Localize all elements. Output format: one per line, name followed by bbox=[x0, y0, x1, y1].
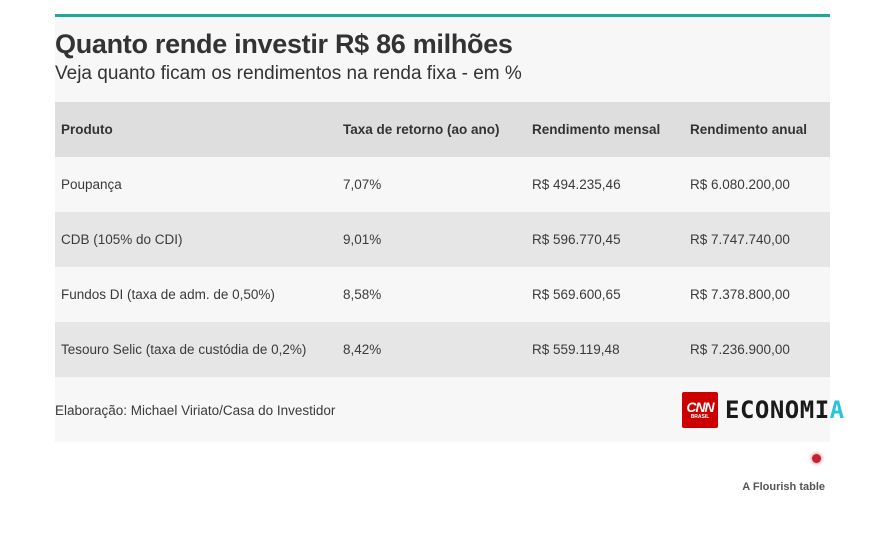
chart-subtitle: Veja quanto ficam os rendimentos na rend… bbox=[55, 63, 522, 84]
cell-taxa: 9,01% bbox=[343, 232, 382, 247]
cell-produto: Poupança bbox=[61, 177, 122, 192]
economia-wordmark-accent: A bbox=[829, 396, 845, 424]
column-header-produto[interactable]: Produto bbox=[61, 122, 113, 137]
cell-rendimento-mensal: R$ 569.600,65 bbox=[532, 287, 621, 302]
cnn-logo-text: CNN bbox=[686, 399, 714, 415]
column-header-rendimento-anual[interactable]: Rendimento anual bbox=[690, 122, 808, 137]
cell-taxa: 8,58% bbox=[343, 287, 382, 302]
table-row: Fundos DI (taxa de adm. de 0,50%) 8,58% … bbox=[55, 267, 830, 322]
flourish-credit-link[interactable]: A Flourish table bbox=[742, 481, 825, 493]
table-row: Tesouro Selic (taxa de custódia de 0,2%)… bbox=[55, 322, 830, 377]
cell-rendimento-anual: R$ 7.378.800,00 bbox=[690, 287, 790, 302]
cell-produto: Tesouro Selic (taxa de custódia de 0,2%) bbox=[61, 342, 307, 357]
cnn-logo-subtext: BRASIL bbox=[690, 414, 710, 420]
data-table: Produto Taxa de retorno (ao ano) Rendime… bbox=[55, 102, 830, 377]
cnn-economia-logo: CNN BRASIL ECONOMIA bbox=[682, 392, 845, 428]
column-header-rendimento-mensal[interactable]: Rendimento mensal bbox=[532, 122, 661, 137]
cell-produto: Fundos DI (taxa de adm. de 0,50%) bbox=[61, 287, 275, 302]
cell-produto: CDB (105% do CDI) bbox=[61, 232, 183, 247]
cell-taxa: 8,42% bbox=[343, 342, 382, 357]
economia-wordmark: ECONOMIA bbox=[725, 396, 845, 424]
cell-rendimento-anual: R$ 6.080.200,00 bbox=[690, 177, 790, 192]
table-row: Poupança 7,07% R$ 494.235,46 R$ 6.080.20… bbox=[55, 157, 830, 212]
top-accent-rule bbox=[55, 14, 830, 17]
cnn-brasil-logo: CNN BRASIL bbox=[682, 392, 718, 428]
cell-rendimento-mensal: R$ 559.119,48 bbox=[532, 342, 620, 357]
cell-rendimento-mensal: R$ 596.770,45 bbox=[532, 232, 621, 247]
cell-rendimento-anual: R$ 7.747.740,00 bbox=[690, 232, 790, 247]
table-header-row: Produto Taxa de retorno (ao ano) Rendime… bbox=[55, 102, 830, 157]
cell-taxa: 7,07% bbox=[343, 177, 382, 192]
cell-rendimento-anual: R$ 7.236.900,00 bbox=[690, 342, 790, 357]
economia-wordmark-main: ECONOMI bbox=[725, 396, 830, 424]
table-row: CDB (105% do CDI) 9,01% R$ 596.770,45 R$… bbox=[55, 212, 830, 267]
chart-title: Quanto rende investir R$ 86 milhões bbox=[55, 29, 513, 59]
source-credit: Elaboração: Michael Viriato/Casa do Inve… bbox=[55, 403, 336, 418]
chart-card: Quanto rende investir R$ 86 milhões Veja… bbox=[55, 14, 844, 442]
cell-rendimento-mensal: R$ 494.235,46 bbox=[532, 177, 621, 192]
column-header-taxa[interactable]: Taxa de retorno (ao ano) bbox=[343, 122, 500, 137]
flourish-logo-icon[interactable] bbox=[812, 454, 821, 463]
